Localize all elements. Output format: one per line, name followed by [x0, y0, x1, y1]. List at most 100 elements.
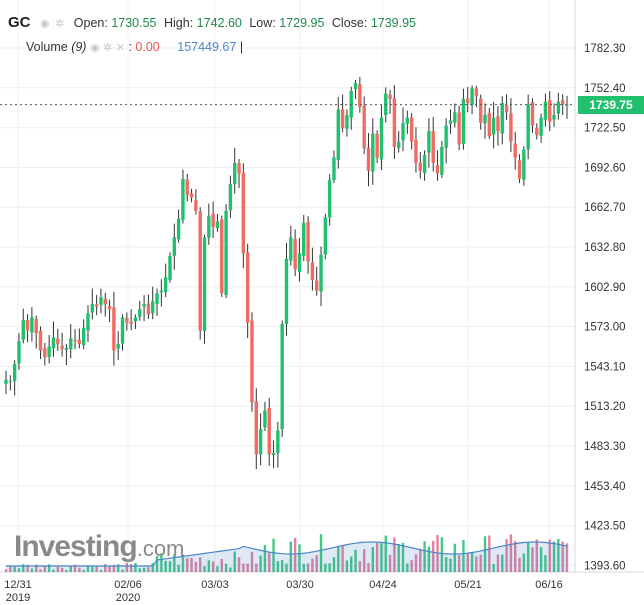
volume-bar	[138, 568, 141, 572]
settings-icon[interactable]: ✲	[55, 18, 65, 30]
volume-bar	[125, 562, 129, 572]
candle-body	[8, 381, 13, 383]
date-axis-label: 04/24	[369, 579, 397, 591]
date-axis-label: 03/30	[286, 579, 314, 591]
candle-body	[38, 330, 43, 351]
candle-body	[388, 94, 392, 99]
candle-body	[25, 319, 30, 331]
volume-bar	[268, 552, 271, 572]
price-axis-label: 1722.50	[584, 123, 626, 135]
volume-bar	[462, 540, 465, 572]
volume-bar	[293, 537, 297, 572]
close-icon[interactable]: ✕	[115, 42, 125, 54]
volume-bar	[220, 559, 223, 572]
candle-body	[397, 141, 401, 149]
candle-body	[530, 101, 535, 126]
candle-body	[509, 113, 513, 142]
candle-body	[159, 290, 164, 293]
volume-bar	[341, 545, 344, 572]
low-value: 1729.95	[279, 16, 325, 30]
price-axis-label: 1483.30	[584, 441, 626, 453]
volume-bar	[306, 563, 310, 572]
volume-bar	[60, 567, 64, 572]
volume-bar	[263, 544, 267, 572]
candle-body	[340, 109, 345, 129]
volume-bar	[531, 547, 534, 572]
price-axis-label: 1602.90	[584, 282, 626, 294]
candle-body	[336, 109, 340, 160]
candle-body	[297, 253, 302, 272]
volume-bar	[95, 565, 98, 572]
candle-body	[34, 319, 38, 334]
candle-body	[86, 313, 90, 331]
volume-bar	[324, 563, 327, 572]
candle-body	[17, 341, 21, 364]
candle-body	[409, 117, 414, 142]
candle-body	[224, 210, 228, 295]
volume-bar	[427, 546, 431, 572]
low-label: Low:	[249, 16, 276, 30]
price-axis-label: 1573.00	[584, 322, 626, 334]
date-axis-year-label: 2020	[116, 592, 140, 604]
open-label: Open:	[73, 16, 108, 30]
volume-bar	[285, 563, 288, 572]
candle-body	[138, 309, 142, 317]
eye-icon[interactable]: ◉	[39, 18, 50, 30]
volume-bar	[198, 557, 202, 572]
volume-bar	[35, 564, 38, 572]
candle-body	[112, 307, 116, 351]
candle-body	[552, 114, 556, 120]
volume-bar	[203, 566, 206, 572]
candle-body	[267, 407, 271, 455]
candle-body	[427, 130, 431, 153]
candle-body	[310, 262, 315, 281]
volume-bar	[142, 567, 146, 572]
candle-body	[461, 98, 466, 145]
volume-bar	[151, 563, 154, 572]
candle-body	[560, 100, 565, 105]
candle-body	[228, 184, 233, 211]
volume-bar	[444, 557, 448, 572]
volume-value: 0.00	[135, 40, 160, 54]
date-axis-label: 05/21	[454, 579, 482, 591]
volume-bar	[544, 555, 547, 572]
candle-body	[435, 165, 440, 174]
candle-body	[526, 104, 530, 150]
volume-bar	[155, 556, 159, 572]
candle-body	[543, 101, 548, 120]
candle-body	[81, 327, 86, 346]
volume-bar	[129, 564, 133, 572]
candle-body	[77, 339, 82, 344]
volume-bar	[17, 568, 21, 572]
eye-icon[interactable]: ◉	[89, 42, 100, 54]
candle-body	[51, 337, 56, 349]
candle-body	[487, 112, 492, 137]
volume-bar	[26, 564, 29, 572]
volume-bar	[160, 553, 163, 572]
volume-bar	[216, 566, 219, 572]
volume-bar	[380, 543, 383, 572]
volume-bar	[514, 541, 517, 572]
candle-body	[181, 178, 185, 220]
volume-bar	[9, 566, 12, 572]
volume-bar	[401, 542, 405, 572]
volume-bar	[276, 561, 280, 572]
volume-bar	[466, 553, 469, 572]
candle-body	[418, 162, 422, 171]
candle-body	[491, 117, 496, 135]
candle-body	[245, 252, 250, 323]
candle-body	[176, 218, 181, 240]
volume-bar	[505, 539, 508, 572]
volume-bar	[319, 534, 323, 572]
volume-bar	[47, 564, 51, 572]
date-axis-label: 06/16	[535, 579, 563, 591]
volume-bar	[104, 564, 107, 572]
volume-bar	[39, 569, 42, 572]
volume-bar	[362, 549, 366, 572]
open-value: 1730.55	[111, 16, 157, 30]
candle-body	[535, 127, 539, 135]
settings-icon[interactable]: ✲	[103, 42, 113, 54]
volume-bar	[289, 541, 293, 572]
